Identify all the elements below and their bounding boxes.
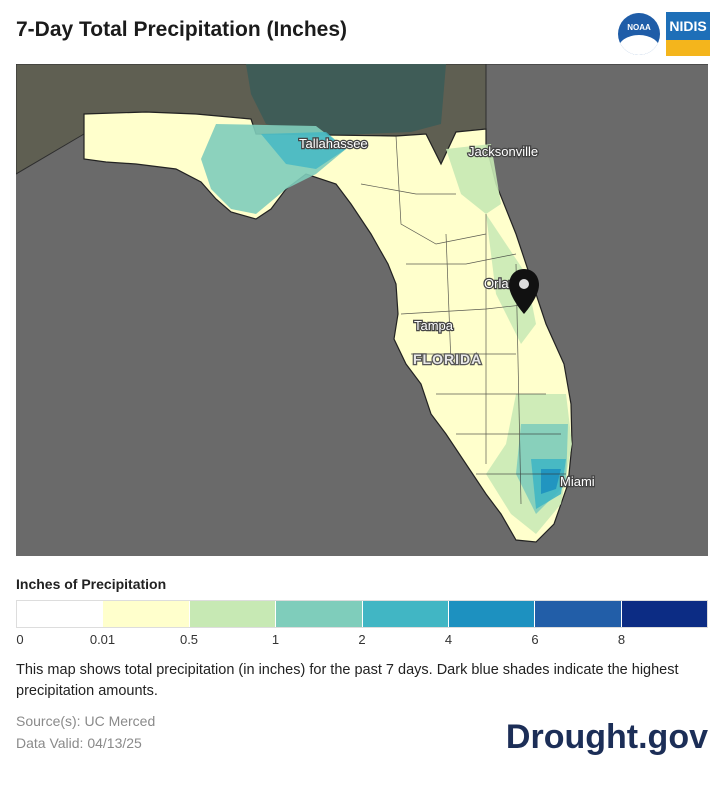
precipitation-map[interactable]: Tallahassee Jacksonville Orlando Tampa F… [16,64,708,556]
legend-swatch [620,601,707,627]
legend-color-bar [16,600,708,628]
drought-gov-logo[interactable]: Drought.gov [505,718,708,756]
legend-tick-label: 0.5 [179,632,199,647]
florida-land [83,111,573,543]
legend-swatch [102,601,189,627]
map-label-jacksonville: Jacksonville [468,144,538,159]
legend-tick-label: 1 [271,632,280,647]
map-label-tampa: Tampa [414,318,454,333]
legend-tick-label: 0 [16,632,24,647]
legend-swatch [361,601,448,627]
noaa-logo-text: NOAA [627,23,651,32]
data-valid-text: Data Valid: 04/13/25 [16,735,142,751]
legend-swatch [447,601,535,627]
logo-group: NOAA NIDIS [618,12,710,56]
map-label-miami: Miami [560,474,595,489]
map-pin-icon[interactable] [509,269,539,314]
map-label-state: FLORIDA [413,351,482,367]
legend-tick-label: 4 [444,632,453,647]
legend-swatch [275,601,362,627]
map-label-tallahassee: Tallahassee [299,136,368,151]
nidis-logo-text: NIDIS [669,18,707,34]
legend-swatch [534,601,621,627]
legend-tick-label: 8 [617,632,626,647]
nidis-logo[interactable]: NIDIS [666,12,710,56]
source-text: Source(s): UC Merced [16,713,156,729]
page-title: 7-Day Total Precipitation (Inches) [16,18,348,41]
legend-tick-label: 6 [531,632,539,647]
legend-tick-label: 0.01 [89,632,116,647]
noaa-logo[interactable]: NOAA [618,13,660,55]
legend-swatch [188,601,276,627]
legend-tick-label: 2 [358,632,366,647]
map-description: This map shows total precipitation (in i… [16,662,679,699]
legend-title: Inches of Precipitation [16,576,167,592]
legend-swatch [17,601,103,627]
